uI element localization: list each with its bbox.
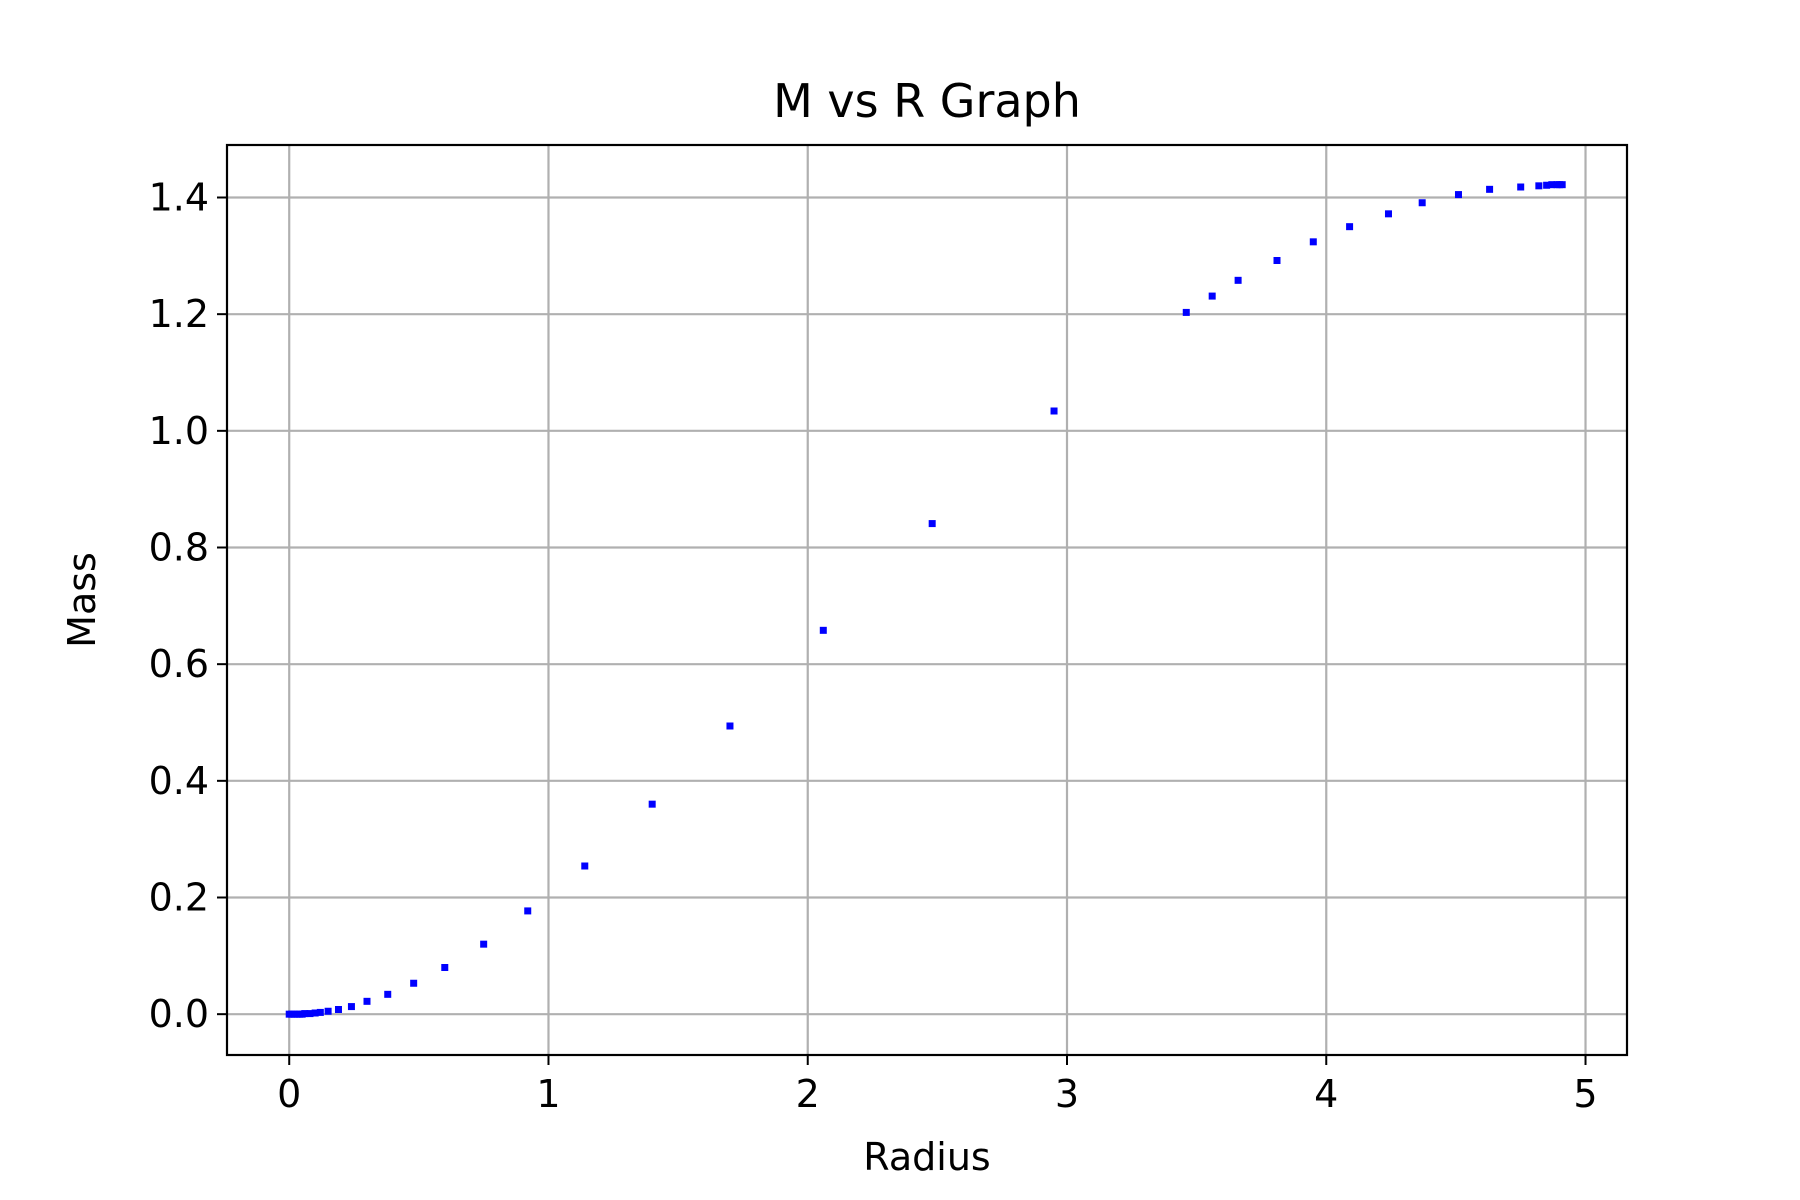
- data-point: [648, 800, 656, 808]
- x-tick-label: 3: [1055, 1072, 1079, 1116]
- data-point: [347, 1003, 355, 1011]
- y-tick-label: 0.4: [149, 759, 209, 803]
- data-point: [324, 1007, 332, 1015]
- data-point: [384, 990, 392, 998]
- data-point: [1418, 199, 1426, 207]
- y-tick-label: 0.6: [149, 642, 209, 686]
- y-axis-ticks: 0.0 0.2 0.4 0.6 0.8 1.0 1.2 1.4: [149, 176, 227, 1036]
- data-point: [581, 862, 589, 870]
- x-tick-label: 5: [1573, 1072, 1597, 1116]
- data-point: [1535, 182, 1543, 190]
- data-point: [334, 1006, 342, 1013]
- y-tick-label: 1.4: [149, 176, 209, 220]
- data-point: [1208, 292, 1216, 300]
- chart-title: M vs R Graph: [773, 74, 1081, 128]
- data-point: [524, 907, 532, 915]
- data-point: [1543, 181, 1551, 189]
- y-tick-label: 1.2: [149, 292, 209, 336]
- data-point: [306, 1010, 314, 1018]
- y-tick-label: 0.2: [149, 876, 209, 920]
- data-point: [1346, 223, 1354, 231]
- data-point: [1486, 185, 1494, 193]
- x-tick-label: 1: [536, 1072, 560, 1116]
- data-point: [1234, 276, 1242, 284]
- y-tick-label: 1.0: [149, 409, 209, 453]
- y-tick-label: 0.8: [149, 526, 209, 570]
- x-tick-label: 2: [796, 1072, 820, 1116]
- data-point: [1182, 308, 1190, 316]
- data-point: [441, 964, 449, 971]
- data-point: [726, 722, 734, 730]
- x-tick-label: 0: [277, 1072, 301, 1116]
- data-point: [1558, 181, 1566, 189]
- grid: [227, 145, 1627, 1055]
- data-point: [928, 520, 936, 528]
- data-point: [1309, 238, 1317, 246]
- data-point: [1050, 407, 1058, 415]
- x-axis-ticks: 0 1 2 3 4 5: [277, 1055, 1598, 1116]
- data-point: [1548, 181, 1556, 189]
- y-tick-label: 0.0: [149, 992, 209, 1036]
- data-point: [1273, 257, 1281, 264]
- data-point: [311, 1009, 319, 1017]
- x-axis-label: Radius: [863, 1135, 990, 1179]
- data-points: [285, 181, 1566, 1018]
- data-point: [1517, 183, 1525, 191]
- data-point: [316, 1008, 324, 1016]
- y-axis-label: Mass: [60, 552, 104, 648]
- data-point: [1384, 210, 1392, 218]
- data-point: [301, 1010, 309, 1018]
- data-point: [1454, 191, 1462, 199]
- plot-area-frame: [225, 143, 1629, 1057]
- data-point: [480, 940, 488, 948]
- data-point: [410, 979, 418, 987]
- data-point: [363, 997, 371, 1005]
- x-tick-label: 4: [1314, 1072, 1338, 1116]
- data-point: [819, 626, 827, 634]
